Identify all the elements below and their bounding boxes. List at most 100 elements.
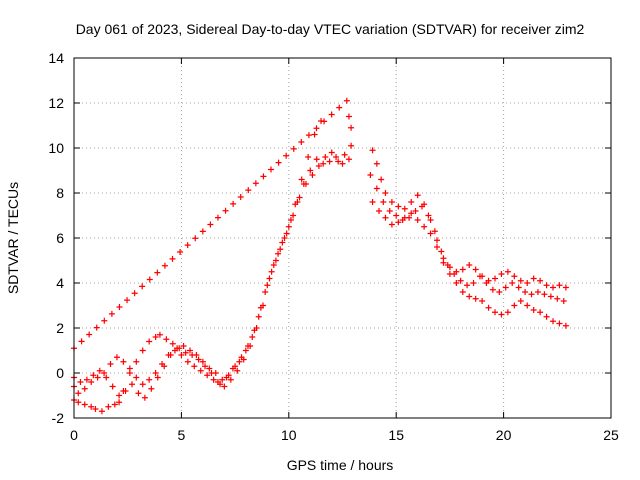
data-point-marker — [285, 223, 292, 230]
data-point-marker — [438, 248, 445, 255]
data-point-marker — [217, 381, 224, 388]
data-point-marker — [141, 394, 148, 401]
data-point-marker — [333, 154, 340, 160]
data-point-marker — [161, 363, 168, 370]
data-point-marker — [388, 199, 395, 205]
data-point-marker — [249, 334, 256, 340]
data-point-marker — [252, 180, 259, 187]
data-point-marker — [534, 289, 541, 295]
y-tick-label: 0 — [56, 365, 64, 381]
data-point-marker — [113, 354, 120, 361]
data-point-marker — [191, 363, 198, 370]
data-point-marker — [380, 199, 387, 205]
data-point-marker — [92, 406, 99, 412]
data-point-marker — [154, 269, 161, 276]
data-point-marker — [408, 199, 415, 205]
data-point-marker — [311, 131, 318, 138]
data-point-marker — [122, 388, 129, 394]
data-point-marker — [298, 176, 305, 183]
data-point-marker — [161, 262, 168, 269]
data-point-marker — [262, 289, 269, 295]
data-point-marker — [328, 149, 335, 156]
data-point-marker — [251, 327, 258, 334]
data-point-marker — [275, 159, 282, 166]
data-point-marker — [541, 291, 548, 298]
data-point-marker — [101, 370, 108, 376]
data-point-marker — [287, 217, 294, 223]
data-point-marker — [492, 275, 499, 282]
data-point-marker — [206, 365, 213, 372]
data-point-marker — [103, 374, 110, 381]
data-point-marker — [281, 235, 288, 241]
data-point-marker — [412, 208, 419, 214]
chart-title: Day 061 of 2023, Sidereal Day-to-day VTE… — [76, 21, 585, 37]
data-point-marker — [343, 97, 350, 104]
data-point-marker — [335, 158, 342, 165]
data-point-marker — [470, 280, 477, 286]
sdtvar-trace-2 — [71, 154, 352, 397]
data-point-marker — [307, 167, 314, 174]
y-tick-label: 8 — [56, 185, 64, 201]
data-point-marker — [313, 125, 320, 132]
data-point-marker — [199, 358, 206, 365]
y-tick-label: 14 — [48, 50, 64, 66]
data-point-marker — [93, 324, 100, 331]
data-point-marker — [504, 309, 511, 316]
data-point-marker — [348, 124, 355, 131]
data-point-marker — [184, 242, 191, 249]
data-point-marker — [133, 374, 140, 381]
data-point-marker — [193, 352, 200, 358]
data-point-marker — [75, 399, 82, 406]
data-point-marker — [479, 298, 486, 304]
data-point-marker — [177, 249, 184, 255]
data-point-marker — [502, 284, 509, 291]
data-point-marker — [414, 192, 421, 199]
y-tick-label: 6 — [56, 230, 64, 246]
data-point-marker — [434, 244, 441, 250]
data-point-marker — [264, 282, 271, 289]
data-point-marker — [105, 403, 112, 410]
data-point-marker — [124, 297, 131, 304]
data-point-marker — [230, 200, 237, 207]
data-point-marker — [116, 392, 123, 399]
data-point-marker — [414, 217, 421, 223]
data-point-marker — [237, 194, 244, 200]
data-point-marker — [498, 311, 505, 318]
data-point-marker — [75, 390, 82, 397]
data-point-marker — [221, 383, 228, 390]
data-point-marker — [238, 354, 245, 361]
data-point-marker — [109, 383, 116, 390]
data-point-marker — [294, 199, 301, 205]
data-point-marker — [245, 187, 252, 194]
data-point-marker — [517, 298, 524, 304]
data-point-marker — [260, 173, 267, 180]
data-point-marker — [321, 118, 328, 125]
data-point-marker — [207, 221, 214, 228]
y-tick-label: 4 — [56, 275, 64, 291]
data-point-marker — [511, 273, 518, 280]
data-point-marker — [418, 203, 425, 210]
data-point-marker — [446, 271, 453, 277]
data-point-marker — [88, 379, 95, 385]
data-points — [71, 97, 569, 415]
data-point-marker — [169, 255, 176, 262]
data-point-marker — [421, 223, 428, 230]
data-point-marker — [275, 250, 282, 257]
data-point-marker — [466, 262, 473, 268]
data-point-marker — [562, 284, 569, 291]
data-point-marker — [511, 302, 518, 309]
data-point-marker — [522, 289, 529, 295]
data-point-marker — [266, 275, 273, 282]
data-point-marker — [345, 156, 352, 163]
data-point-marker — [483, 280, 490, 286]
data-point-marker — [425, 212, 432, 219]
data-point-marker — [367, 172, 374, 178]
data-point-marker — [83, 376, 90, 383]
data-point-marker — [550, 284, 557, 291]
data-point-marker — [290, 212, 297, 219]
data-point-marker — [135, 390, 142, 397]
data-point-marker — [348, 142, 355, 149]
data-point-marker — [556, 282, 563, 289]
data-point-marker — [296, 194, 303, 201]
data-point-marker — [197, 367, 204, 374]
